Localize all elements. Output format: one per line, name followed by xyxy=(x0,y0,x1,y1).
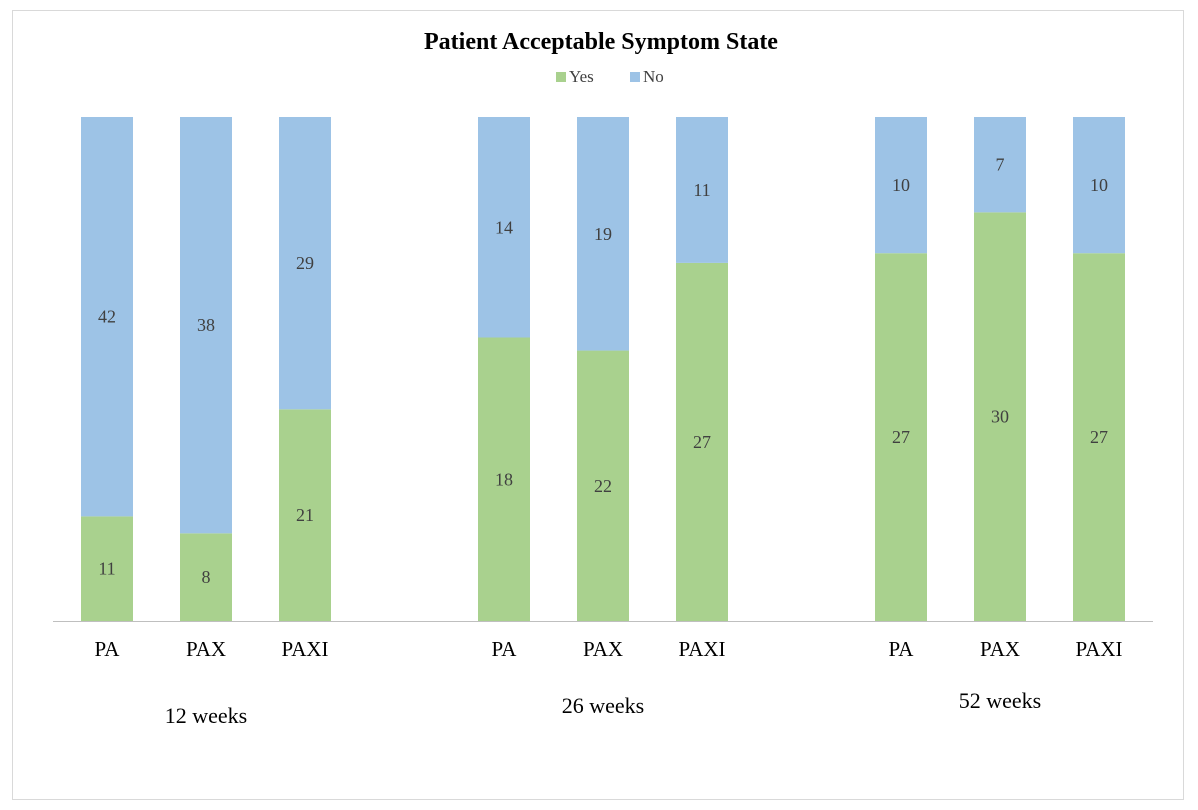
group-label: 52 weeks xyxy=(959,688,1041,713)
category-label: PA xyxy=(889,637,915,661)
stacked-bar-chart: Patient Acceptable Symptom State Yes No 1… xyxy=(13,11,1185,801)
data-label-yes: 30 xyxy=(991,407,1009,427)
category-label: PA xyxy=(492,637,518,661)
group-labels: 12 weeks 26 weeks 52 weeks xyxy=(165,688,1041,728)
data-label-no: 14 xyxy=(495,217,513,237)
category-label: PAX xyxy=(980,637,1020,661)
data-label-no: 7 xyxy=(996,155,1005,175)
chart-title: Patient Acceptable Symptom State xyxy=(424,29,778,55)
category-label: PAX xyxy=(186,637,226,661)
chart-frame: Patient Acceptable Symptom State Yes No 1… xyxy=(12,10,1184,800)
category-label: PAX xyxy=(583,637,623,661)
data-label-no: 19 xyxy=(594,224,612,244)
data-label-no: 42 xyxy=(98,307,116,327)
data-label-yes: 22 xyxy=(594,476,612,496)
data-label-yes: 21 xyxy=(296,505,314,525)
category-label: PAXI xyxy=(1075,637,1122,661)
data-label-no: 11 xyxy=(693,180,710,200)
group-label: 26 weeks xyxy=(562,693,644,718)
legend-swatch-no xyxy=(630,72,640,82)
legend: Yes No xyxy=(556,67,664,86)
legend-swatch-yes xyxy=(556,72,566,82)
data-label-no: 38 xyxy=(197,315,215,335)
data-label-no: 29 xyxy=(296,253,314,273)
data-label-yes: 11 xyxy=(98,559,115,579)
data-label-no: 10 xyxy=(892,175,910,195)
category-label: PA xyxy=(95,637,121,661)
data-label-no: 10 xyxy=(1090,175,1108,195)
data-label-yes: 27 xyxy=(693,432,711,452)
category-labels: PA PAX PAXI PA PAX PAXI PA PAX PAXI xyxy=(95,637,1123,661)
category-label: PAXI xyxy=(678,637,725,661)
category-label: PAXI xyxy=(281,637,328,661)
data-label-yes: 27 xyxy=(1090,427,1108,447)
group-label: 12 weeks xyxy=(165,703,247,728)
data-label-yes: 8 xyxy=(202,567,211,587)
legend-label-yes: Yes xyxy=(569,67,594,86)
data-label-yes: 18 xyxy=(495,469,513,489)
data-label-yes: 27 xyxy=(892,427,910,447)
bars: 11 42 8 38 21 29 18 14 22 19 27 11 27 10 30 7 27 10 xyxy=(81,117,1125,621)
legend-label-no: No xyxy=(643,67,664,86)
